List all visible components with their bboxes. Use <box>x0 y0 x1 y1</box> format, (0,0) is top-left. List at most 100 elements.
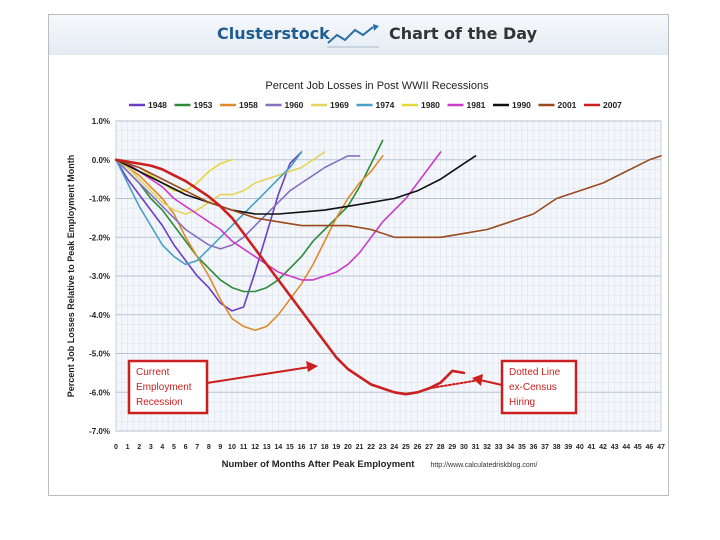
x-tick-label: 14 <box>274 444 282 451</box>
y-tick-label: -2.0% <box>89 233 110 242</box>
x-tick-label: 21 <box>356 444 364 451</box>
x-tick-label: 24 <box>390 444 398 451</box>
legend-label: 1948 <box>148 100 167 110</box>
y-tick-label: -1.0% <box>89 195 110 204</box>
y-tick-label: 0.0% <box>92 156 110 165</box>
brand-logo: Clusterstock <box>217 24 330 43</box>
x-tick-label: 44 <box>622 444 630 451</box>
legend-label: 1958 <box>239 100 258 110</box>
series-line-1981 <box>115 151 442 281</box>
annotation-line: Current <box>136 367 170 378</box>
y-tick-label: -3.0% <box>89 272 110 281</box>
x-tick-label: 1 <box>126 444 130 451</box>
series-line-1990 <box>115 155 477 215</box>
x-tick-label: 5 <box>172 444 176 451</box>
x-tick-label: 3 <box>149 444 153 451</box>
x-tick-label: 15 <box>286 444 294 451</box>
x-tick-label: 28 <box>437 444 445 451</box>
annotation-line: Hiring <box>509 397 535 408</box>
legend-label: 2007 <box>603 100 622 110</box>
x-tick-label: 40 <box>576 444 584 451</box>
annotation-arrow-current <box>206 361 318 384</box>
x-tick-label: 25 <box>402 444 410 451</box>
chart-title: Percent Job Losses in Post WWII Recessio… <box>265 80 489 92</box>
annotation-line: Dotted Line <box>509 367 561 378</box>
annotation-arrow-dotted <box>472 374 503 386</box>
legend-label: 1980 <box>421 100 440 110</box>
x-tick-label: 34 <box>506 444 514 451</box>
x-tick-label: 19 <box>332 444 340 451</box>
x-tick-label: 46 <box>646 444 654 451</box>
x-tick-label: 31 <box>472 444 480 451</box>
x-tick-label: 17 <box>309 444 317 451</box>
x-tick-label: 36 <box>530 444 538 451</box>
x-tick-label: 29 <box>448 444 456 451</box>
x-tick-label: 22 <box>367 444 375 451</box>
x-tick-label: 18 <box>321 444 329 451</box>
y-tick-label: 1.0% <box>92 117 110 126</box>
x-tick-label: 27 <box>425 444 433 451</box>
x-tick-label: 4 <box>160 444 164 451</box>
y-tick-label: -6.0% <box>89 388 110 397</box>
annotation-line: Recession <box>136 397 183 408</box>
x-tick-label: 2 <box>137 444 141 451</box>
y-axis: 1.0% 0.0% -1.0% -2.0% -3.0% -4.0% -5.0% -6.0% -7… <box>89 117 110 436</box>
legend-label: 1974 <box>376 100 395 110</box>
x-tick-label: 12 <box>251 444 259 451</box>
series-line-1960 <box>115 155 361 250</box>
annotation-line: Employment <box>136 382 192 393</box>
x-tick-label: 42 <box>599 444 607 451</box>
x-tick-label: 26 <box>414 444 422 451</box>
x-tick-label: 38 <box>553 444 561 451</box>
series-line-1969 <box>115 151 326 215</box>
x-tick-label: 11 <box>240 444 248 451</box>
x-tick-label: 47 <box>657 444 665 451</box>
series-line-1958 <box>115 155 384 332</box>
x-tick-label: 7 <box>195 444 199 451</box>
legend: 1948 1953 1958 1960 1969 1974 1980 1981 1990 2001… <box>129 100 622 110</box>
x-tick-label: 0 <box>114 444 118 451</box>
y-tick-label: -5.0% <box>89 350 110 359</box>
x-tick-label: 6 <box>184 444 188 451</box>
legend-label: 2001 <box>558 100 577 110</box>
x-tick-label: 13 <box>263 444 271 451</box>
legend-label: 1990 <box>512 100 531 110</box>
series-line-2007 <box>114 158 466 396</box>
annotation-line: ex-Census <box>509 382 557 393</box>
y-tick-label: -7.0% <box>89 427 110 436</box>
x-tick-label: 39 <box>564 444 572 451</box>
x-tick-label: 41 <box>588 444 596 451</box>
x-tick-label: 43 <box>611 444 619 451</box>
x-tick-label: 45 <box>634 444 642 451</box>
legend-label: 1960 <box>285 100 304 110</box>
x-tick-label: 23 <box>379 444 387 451</box>
chart-of-the-day-label: Chart of the Day <box>389 24 538 43</box>
x-tick-label: 10 <box>228 444 236 451</box>
x-tick-label: 9 <box>218 444 222 451</box>
x-tick-label: 37 <box>541 444 549 451</box>
annotation-current-recession: Current Employment Recession <box>127 359 209 415</box>
x-tick-label: 33 <box>495 444 503 451</box>
y-axis-label: Percent Job Losses Relative to Peak Empl… <box>66 155 76 398</box>
x-tick-label: 35 <box>518 444 526 451</box>
trend-arrow-icon <box>327 24 379 48</box>
legend-label: 1953 <box>194 100 213 110</box>
y-tick-label: -4.0% <box>89 311 110 320</box>
legend-label: 1981 <box>467 100 486 110</box>
x-tick-label: 30 <box>460 444 468 451</box>
annotation-dotted-line: Dotted Line ex-Census Hiring <box>500 359 578 415</box>
series-line-2007-ex-census-dotted <box>428 379 477 390</box>
x-tick-label: 8 <box>207 444 211 451</box>
x-tick-label: 16 <box>298 444 306 451</box>
legend-label: 1969 <box>330 100 349 110</box>
x-tick-label: 32 <box>483 444 491 451</box>
x-axis-label: Number of Months After Peak Employment <box>222 459 416 470</box>
banner: Clusterstock Chart of the Day <box>49 15 668 55</box>
series-line-2001 <box>115 155 662 239</box>
x-tick-label: 20 <box>344 444 352 451</box>
x-axis: 0 1 2 3 4 5 6 7 8 9 10 11 12 13 14 15 16 17 18 19 20 21 22 23 24… <box>114 444 665 451</box>
source-credit: http://www.calculatedriskblog.com/ <box>431 462 538 469</box>
series-line-1974 <box>115 151 303 266</box>
series-lines <box>114 139 662 396</box>
